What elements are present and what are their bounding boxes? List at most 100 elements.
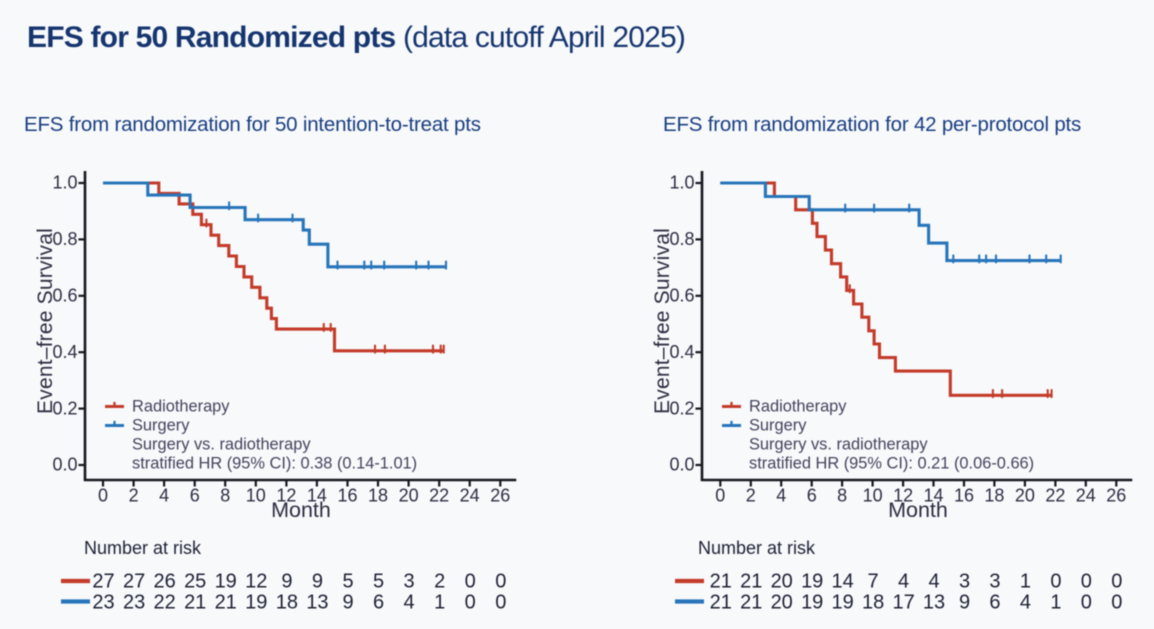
svg-text:1: 1 (434, 592, 445, 614)
svg-text:13: 13 (923, 592, 945, 614)
svg-text:stratified HR (95% CI): 0.21 (: stratified HR (95% CI): 0.21 (0.06-0.66) (749, 455, 1034, 473)
svg-text:Event–free Survival: Event–free Survival (651, 228, 674, 414)
svg-text:20: 20 (771, 571, 793, 593)
svg-text:0.4: 0.4 (669, 342, 694, 362)
svg-text:26: 26 (490, 486, 510, 506)
svg-text:27: 27 (92, 571, 114, 593)
svg-text:EFS from randomization for 50: EFS from randomization for 50 intention-… (24, 113, 481, 136)
svg-text:19: 19 (831, 592, 853, 614)
svg-text:0.6: 0.6 (52, 286, 77, 306)
svg-text:1: 1 (1020, 571, 1031, 593)
svg-text:Radiotherapy: Radiotherapy (749, 398, 847, 416)
svg-text:Number at risk: Number at risk (84, 538, 202, 558)
svg-text:22: 22 (429, 486, 449, 506)
svg-text:0: 0 (1081, 592, 1092, 614)
svg-text:16: 16 (337, 486, 357, 506)
svg-text:6: 6 (989, 592, 1000, 614)
svg-text:0: 0 (495, 592, 506, 614)
svg-text:14: 14 (923, 486, 943, 506)
svg-text:19: 19 (245, 592, 267, 614)
svg-text:Surgery vs. radiotherapy: Surgery vs. radiotherapy (749, 436, 928, 454)
svg-text:Radiotherapy: Radiotherapy (132, 398, 230, 416)
svg-text:0: 0 (715, 486, 725, 506)
svg-text:21: 21 (740, 571, 762, 593)
svg-text:18: 18 (862, 592, 884, 614)
svg-text:6: 6 (807, 486, 817, 506)
svg-text:9: 9 (959, 592, 970, 614)
svg-text:Month: Month (888, 498, 948, 522)
svg-text:10: 10 (246, 486, 266, 506)
svg-text:18: 18 (368, 486, 388, 506)
svg-text:1: 1 (1050, 592, 1061, 614)
svg-text:Surgery: Surgery (132, 417, 190, 435)
svg-text:0.8: 0.8 (52, 229, 77, 249)
svg-text:16: 16 (954, 486, 974, 506)
svg-text:2: 2 (129, 486, 139, 506)
svg-text:22: 22 (153, 592, 175, 614)
svg-text:0: 0 (465, 592, 476, 614)
svg-text:1.0: 1.0 (669, 173, 694, 193)
svg-text:EFS for 50 Randomized pts (dat: EFS for 50 Randomized pts (data cutoff A… (27, 21, 685, 54)
svg-text:24: 24 (460, 486, 480, 506)
svg-text:23: 23 (92, 592, 114, 614)
svg-text:6: 6 (373, 592, 384, 614)
svg-text:9: 9 (342, 592, 353, 614)
svg-text:2: 2 (434, 571, 445, 593)
svg-text:9: 9 (312, 571, 323, 593)
svg-text:0: 0 (1081, 571, 1092, 593)
svg-text:9: 9 (281, 571, 292, 593)
svg-text:3: 3 (989, 571, 1000, 593)
svg-text:26: 26 (1106, 486, 1126, 506)
svg-text:26: 26 (153, 571, 175, 593)
svg-text:Surgery: Surgery (749, 417, 807, 435)
svg-text:8: 8 (220, 486, 230, 506)
svg-text:0: 0 (1050, 571, 1061, 593)
svg-text:4: 4 (928, 571, 939, 593)
svg-text:27: 27 (123, 571, 145, 593)
svg-text:25: 25 (184, 571, 206, 593)
svg-text:0.2: 0.2 (52, 398, 77, 418)
svg-text:4: 4 (1020, 592, 1031, 614)
svg-text:0.0: 0.0 (669, 455, 694, 475)
svg-text:21: 21 (710, 592, 732, 614)
svg-text:0: 0 (495, 571, 506, 593)
svg-text:0: 0 (465, 571, 476, 593)
svg-text:0.8: 0.8 (669, 229, 694, 249)
svg-text:0.6: 0.6 (669, 286, 694, 306)
svg-text:Surgery vs. radiotherapy: Surgery vs. radiotherapy (132, 436, 311, 454)
svg-text:18: 18 (276, 592, 298, 614)
svg-text:20: 20 (399, 486, 419, 506)
svg-text:14: 14 (831, 571, 853, 593)
svg-text:17: 17 (892, 592, 914, 614)
svg-text:23: 23 (123, 592, 145, 614)
svg-text:4: 4 (404, 592, 415, 614)
svg-text:Event–free Survival: Event–free Survival (34, 228, 57, 414)
svg-text:12: 12 (893, 486, 913, 506)
svg-text:Number at risk: Number at risk (698, 538, 816, 558)
svg-text:0: 0 (98, 486, 108, 506)
svg-text:stratified HR (95% CI): 0.38 (: stratified HR (95% CI): 0.38 (0.14-1.01) (132, 455, 417, 473)
svg-text:5: 5 (342, 571, 353, 593)
svg-text:8: 8 (837, 486, 847, 506)
svg-text:21: 21 (215, 592, 237, 614)
svg-text:19: 19 (801, 571, 823, 593)
svg-text:4: 4 (159, 486, 169, 506)
svg-text:22: 22 (1045, 486, 1065, 506)
svg-text:4: 4 (776, 486, 786, 506)
svg-text:24: 24 (1076, 486, 1096, 506)
svg-text:20: 20 (1015, 486, 1035, 506)
svg-text:3: 3 (959, 571, 970, 593)
svg-text:Month: Month (271, 498, 331, 522)
svg-text:12: 12 (245, 571, 267, 593)
svg-text:3: 3 (404, 571, 415, 593)
svg-text:12: 12 (276, 486, 296, 506)
svg-text:20: 20 (771, 592, 793, 614)
svg-text:10: 10 (863, 486, 883, 506)
svg-text:1.0: 1.0 (52, 173, 77, 193)
svg-text:6: 6 (190, 486, 200, 506)
svg-text:0: 0 (1111, 571, 1122, 593)
svg-text:14: 14 (307, 486, 327, 506)
svg-text:0.0: 0.0 (52, 455, 77, 475)
svg-text:2: 2 (746, 486, 756, 506)
svg-text:0.2: 0.2 (669, 398, 694, 418)
